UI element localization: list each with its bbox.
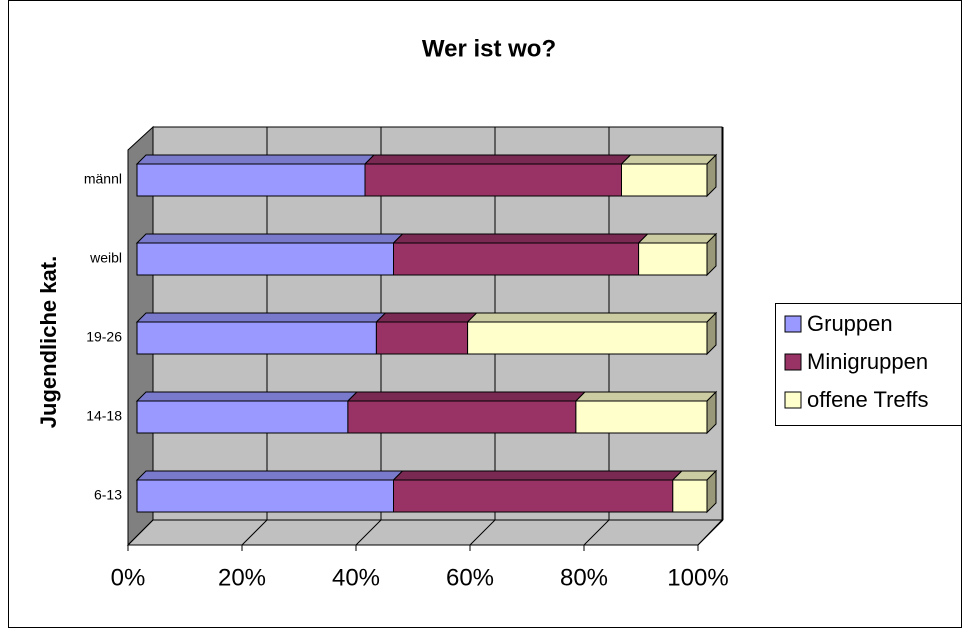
y-tick-label: weibl: [89, 250, 122, 266]
bar-side: [706, 153, 717, 198]
bar-top: [135, 154, 376, 165]
x-tick-label: 0%: [111, 564, 146, 591]
grid-line: [583, 519, 610, 546]
bar: [136, 400, 349, 434]
bar-top: [637, 233, 718, 244]
bar: [136, 479, 394, 513]
bar-top: [620, 154, 718, 165]
bar: [393, 242, 640, 276]
bar: [393, 479, 674, 513]
bar-top: [135, 312, 387, 323]
grid-line: [355, 519, 382, 546]
chart-title: Wer ist wo?: [422, 35, 556, 62]
bar-top: [392, 470, 684, 481]
x-tick-label: 60%: [446, 564, 494, 591]
bar-top: [135, 391, 359, 402]
legend-label: offene Treffs: [807, 387, 929, 412]
bar: [136, 242, 394, 276]
x-tick-label: 100%: [667, 564, 728, 591]
bar: [364, 163, 622, 197]
bar: [136, 163, 366, 197]
y-axis-label: Jugendliche kat.: [36, 256, 61, 428]
bar-top: [392, 233, 649, 244]
bar-top: [466, 312, 718, 323]
bar: [621, 163, 708, 197]
bar-top: [574, 391, 718, 402]
y-tick-label: 14-18: [86, 408, 122, 424]
floor: [126, 519, 724, 546]
legend-label: Minigruppen: [807, 349, 928, 374]
bar: [575, 400, 708, 434]
x-tick-label: 20%: [218, 564, 266, 591]
bar-top: [346, 391, 587, 402]
bars: [135, 153, 718, 514]
y-tick-label: männl: [84, 171, 122, 187]
x-tick-label: 80%: [560, 564, 608, 591]
bar-top: [363, 154, 632, 165]
bar: [672, 479, 708, 513]
grid-line: [469, 519, 496, 546]
bar-side: [706, 469, 717, 514]
bar: [347, 400, 577, 434]
legend-swatch: [784, 315, 802, 333]
bar-top: [135, 233, 404, 244]
bar: [136, 321, 377, 355]
bar: [467, 321, 708, 355]
legend-swatch: [784, 391, 802, 409]
x-tick-label: 40%: [332, 564, 380, 591]
bar-top: [375, 312, 478, 323]
y-tick-label: 6-13: [94, 487, 122, 503]
bar-top: [135, 470, 404, 481]
bar-side: [706, 232, 717, 277]
bar-side: [706, 311, 717, 356]
bar-side: [706, 390, 717, 435]
legend-label: Gruppen: [807, 311, 893, 336]
legend-swatch: [784, 353, 802, 371]
bar: [638, 242, 708, 276]
y-tick-label: 19-26: [86, 329, 122, 345]
bar: [375, 321, 469, 355]
grid-line: [127, 519, 154, 546]
grid-line: [241, 519, 268, 546]
grid-line: [697, 519, 724, 546]
